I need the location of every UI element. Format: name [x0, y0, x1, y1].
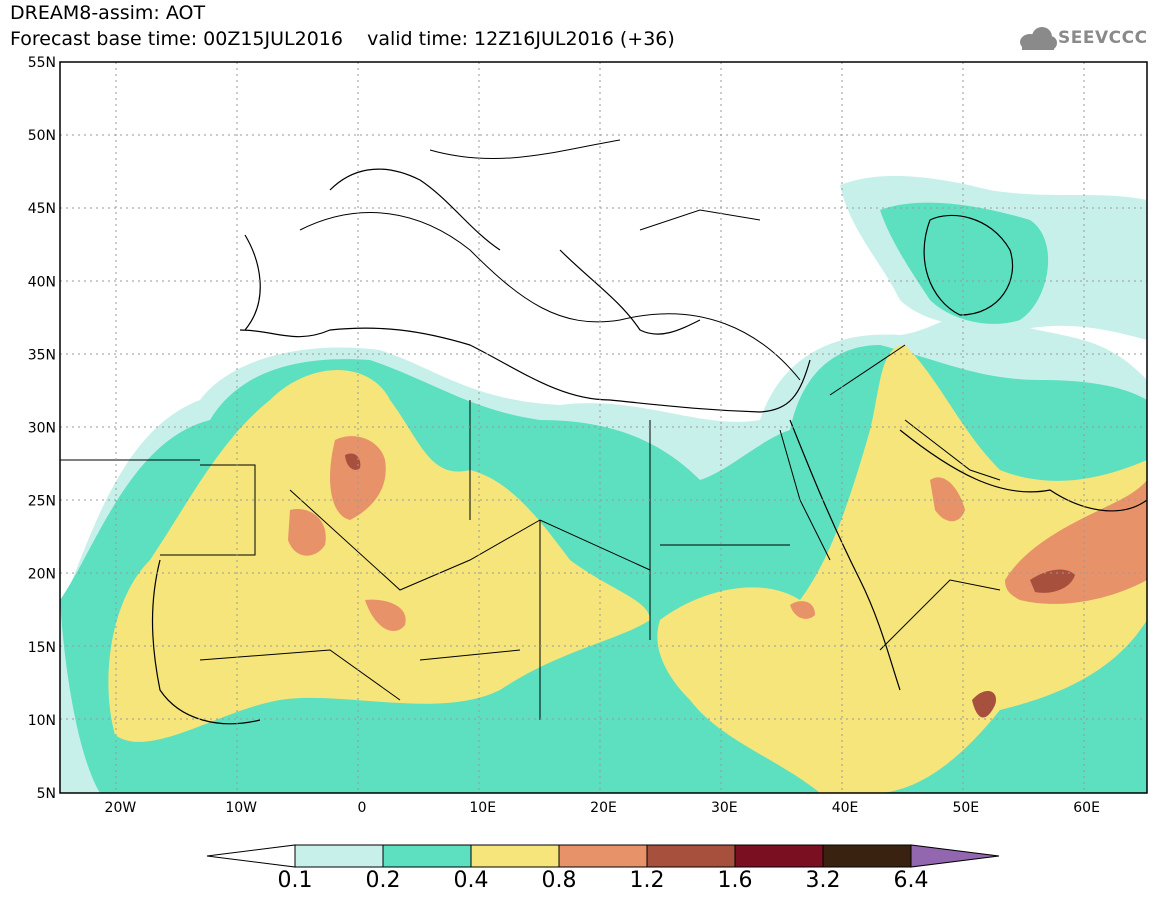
colorbar-under-triangle — [206, 844, 296, 868]
lon-tick-label: 50E — [952, 800, 979, 816]
lon-tick-label: 10W — [225, 800, 257, 816]
lat-tick-label: 5N — [37, 786, 56, 802]
map-title: DREAM8-assim: AOT — [10, 2, 206, 24]
aot-band-0.8-5 — [930, 477, 965, 522]
aot-band-0.2-caspian — [880, 202, 1049, 324]
logo-text: SEEVCCC — [1058, 28, 1148, 48]
lon-tick-label: 10E — [469, 800, 496, 816]
lon-tick-label: 40E — [832, 800, 859, 816]
colorbar-swatch — [294, 844, 384, 868]
map-frame — [59, 61, 1148, 794]
cloud-icon — [1020, 27, 1057, 50]
colorbar-level-label: 0.4 — [453, 868, 489, 893]
colorbar-level-label: 0.2 — [365, 868, 401, 893]
country-borders — [60, 139, 1001, 720]
colorbar-level-label: 0.8 — [541, 868, 577, 893]
lon-tick-label: 20W — [105, 800, 137, 816]
coastlines — [151, 168, 1147, 725]
seevccc-logo — [1020, 27, 1057, 50]
aot-band-1.2-1 — [345, 453, 361, 470]
longitude-labels: 20W 10W 0 10E 20E 30E 40E 50E 60E — [105, 800, 1100, 816]
colorbar — [206, 844, 1000, 868]
colorbar-swatch — [558, 844, 648, 868]
lon-tick-label: 20E — [590, 800, 617, 816]
aot-band-0.8-2 — [288, 509, 326, 556]
aot-field — [60, 175, 1147, 793]
lat-tick-label: 20N — [28, 567, 56, 583]
lon-tick-label: 30E — [711, 800, 738, 816]
lat-tick-label: 10N — [28, 713, 56, 729]
forecast-time-line: Forecast base time: 00Z15JUL2016 valid t… — [10, 28, 675, 50]
colorbar-swatch — [734, 844, 824, 868]
latitude-labels: 5N 10N 15N 20N 25N 30N 35N 40N 45N 50N 55N — [28, 55, 56, 802]
aot-band-1.2-3 — [972, 690, 996, 718]
aot-band-0.4-west — [108, 370, 650, 742]
colorbar-level-label: 3.2 — [805, 868, 841, 893]
colorbar-swatch — [822, 844, 912, 868]
lat-tick-label: 35N — [28, 347, 56, 363]
lat-tick-label: 40N — [28, 274, 56, 290]
colorbar-level-label: 6.4 — [893, 868, 929, 893]
lat-tick-label: 45N — [28, 201, 56, 217]
colorbar-swatch — [470, 844, 560, 868]
lat-tick-label: 50N — [28, 128, 56, 144]
lon-tick-label: 60E — [1073, 800, 1100, 816]
lat-tick-label: 25N — [28, 494, 56, 510]
aot-band-1.2-2 — [1030, 569, 1075, 593]
colorbar-level-label: 1.2 — [629, 868, 665, 893]
colorbar-level-label: 1.6 — [717, 868, 753, 893]
aot-band-0.8-1 — [330, 436, 386, 520]
gridlines — [60, 62, 1147, 793]
colorbar-swatch — [646, 844, 736, 868]
colorbar-level-label: 0.1 — [277, 868, 313, 893]
aot-band-0.4-east — [657, 345, 1147, 793]
lon-tick-label: 0 — [357, 800, 366, 816]
aot-band-0.8-3 — [365, 599, 406, 632]
aot-band-0.8-6 — [790, 601, 815, 619]
colorbar-swatch — [382, 844, 472, 868]
colorbar-over-triangle — [910, 844, 1000, 868]
lat-tick-label: 15N — [28, 640, 56, 656]
lat-tick-label: 30N — [28, 421, 56, 437]
lat-tick-label: 55N — [28, 55, 56, 71]
